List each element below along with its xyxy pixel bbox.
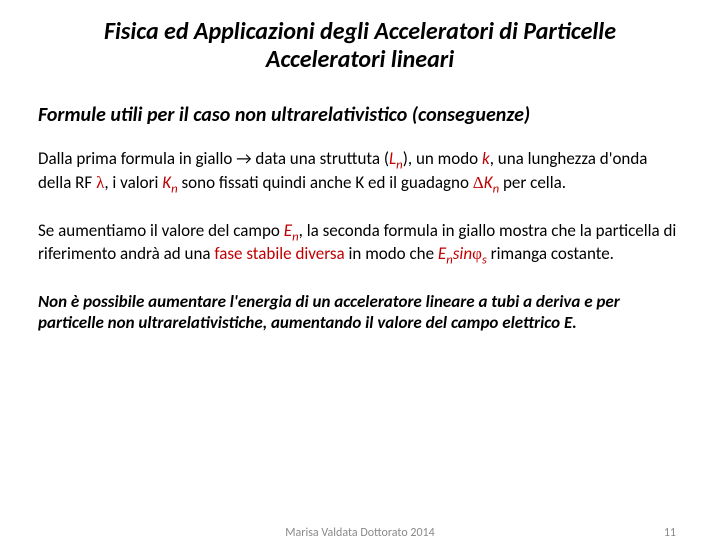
p2-t4: rimanga costante. [487, 243, 614, 264]
paragraph-3: Non è possibile aumentare l'energia di u… [38, 292, 682, 333]
subtitle: Formule utili per il caso non ultrarelat… [38, 103, 682, 127]
p1-t2: data una struttuta ( [252, 148, 389, 169]
title-line1: Fisica ed Applicazioni degli Accelerator… [104, 17, 616, 46]
p1-t3: ), un modo [403, 148, 482, 169]
p2-sin: sin [453, 243, 472, 264]
p2-En: En [284, 220, 299, 241]
p1-Kn: Kn [162, 172, 177, 193]
paragraph-1: Dalla prima formula in giallo → data una… [38, 149, 682, 197]
p1-t6: sono fissati quindi anche K ed il guadag… [178, 172, 473, 193]
p2-En2: E [438, 243, 446, 264]
paragraph-2: Se aumentiamo il valore del campo En, la… [38, 221, 682, 269]
p2-En-E: E [284, 220, 292, 241]
p1-k: k [482, 148, 490, 169]
p2-fase: fase stabile diversa [214, 243, 344, 264]
p1-Kn-K: K [162, 172, 171, 193]
slide: Fisica ed Applicazioni degli Accelerator… [0, 0, 720, 540]
p1-Ln: Ln [389, 148, 403, 169]
p1-dKn: ΔKn [473, 172, 499, 193]
arrow-icon: → [236, 148, 251, 169]
title-line2: Acceleratori lineari [266, 45, 454, 74]
p1-t1: Dalla prima formula in giallo [38, 148, 236, 169]
p2-t1: Se aumentiamo il valore del campo [38, 220, 284, 241]
page-number: 11 [664, 526, 676, 540]
p1-Kn2: K [484, 172, 493, 193]
p2-Esinphi: Ensinφs [438, 243, 487, 264]
footer-center: Marisa Valdata Dottorato 2014 [285, 526, 434, 540]
p2-t3: in modo che [345, 243, 438, 264]
slide-title: Fisica ed Applicazioni degli Accelerator… [38, 18, 682, 75]
p1-t7: per cella. [499, 172, 566, 193]
p1-delta: Δ [473, 173, 484, 192]
p1-t5: , i valori [104, 172, 162, 193]
p2-phi: φ [472, 244, 482, 263]
